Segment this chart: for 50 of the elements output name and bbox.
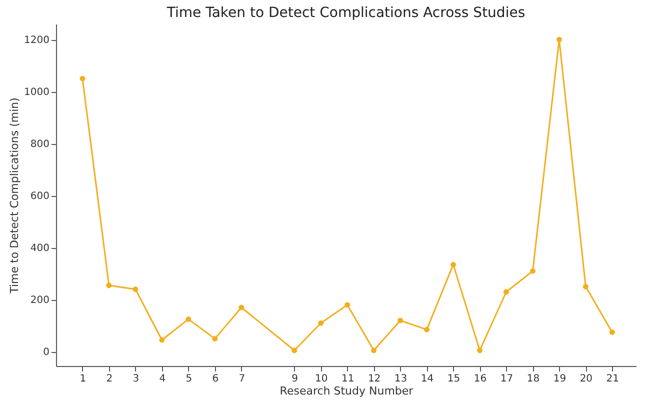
point — [609, 329, 615, 335]
point — [371, 348, 377, 354]
point — [159, 337, 165, 343]
y-tick-label: 1200 — [24, 35, 50, 46]
x-tick-label: 16 — [474, 374, 487, 384]
x-tick-label: 19 — [553, 374, 566, 384]
x-tick-label: 11 — [341, 374, 354, 384]
point — [212, 336, 218, 342]
point — [106, 282, 112, 288]
point — [132, 286, 138, 292]
point — [477, 348, 482, 354]
x-tick-label: 13 — [394, 374, 408, 384]
point — [424, 326, 430, 332]
point — [238, 304, 244, 310]
y-tick-label: 400 — [30, 243, 50, 254]
point — [398, 318, 404, 324]
x-tick-label: 21 — [606, 374, 620, 384]
x-tick-label: 14 — [420, 374, 434, 384]
x-tick-label: 9 — [292, 374, 298, 384]
point — [318, 320, 324, 326]
x-tick-label: 1 — [80, 374, 86, 384]
y-tick-label: 800 — [30, 139, 50, 150]
point — [530, 268, 536, 274]
y-tick-label: 1000 — [24, 87, 50, 98]
x-tick-label: 3 — [132, 374, 140, 384]
point — [186, 316, 192, 322]
x-tick-label: 2 — [106, 374, 113, 384]
y-tick-label: 200 — [30, 295, 50, 306]
x-tick-label: 20 — [580, 374, 593, 384]
point — [450, 262, 456, 268]
chart-title: Time Taken to Detect Complications Across Studies — [166, 5, 526, 21]
x-tick-label: 12 — [368, 374, 381, 384]
x-axis-title: Research Study Number — [280, 384, 414, 398]
x-tick-label: 18 — [526, 374, 540, 384]
x-tick-label: 17 — [500, 374, 514, 384]
x-tick-label: 6 — [212, 374, 219, 384]
y-tick-label: 0 — [43, 347, 50, 358]
point — [292, 348, 298, 354]
y-axis-title: Time to Detect Complications (min) — [8, 98, 22, 294]
point — [582, 284, 588, 290]
point — [80, 76, 86, 82]
point — [503, 289, 509, 295]
x-tick-label: 5 — [186, 374, 192, 384]
x-tick-label: 4 — [159, 374, 166, 384]
y-tick-label: 600 — [30, 191, 50, 202]
x-tick-label: 10 — [314, 374, 328, 384]
point — [344, 302, 350, 308]
point — [556, 36, 562, 42]
x-tick-label: 7 — [238, 374, 246, 384]
x-tick-label: 15 — [447, 374, 460, 384]
